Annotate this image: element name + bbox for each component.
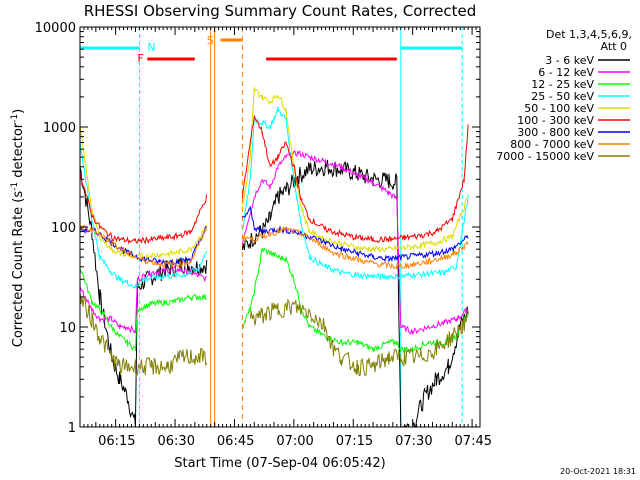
series-line-2 <box>79 247 469 354</box>
series-lines <box>79 87 469 428</box>
y-tick-label: 1 <box>68 421 76 436</box>
x-tick-label: 07:45 <box>455 434 492 449</box>
legend-label-7: 800 - 7000 keV <box>510 138 594 151</box>
y-tick-label: 1000 <box>43 121 76 136</box>
legend-label-1: 6 - 12 keV <box>538 66 594 79</box>
series-line-1 <box>79 149 469 335</box>
series-line-5 <box>79 115 469 245</box>
series-line-4 <box>79 87 469 260</box>
series-line-8 <box>79 292 469 377</box>
legend-label-8: 7000 - 15000 keV <box>496 150 594 163</box>
marker-f: F <box>137 52 143 65</box>
chart-title: RHESSI Observing Summary Count Rates, Co… <box>84 2 477 20</box>
y-tick-label: 100 <box>51 221 76 236</box>
x-tick-label: 07:15 <box>336 434 373 449</box>
x-tick-label: 07:30 <box>395 434 432 449</box>
y-tick-label: 10 <box>59 321 76 336</box>
y-tick-label: 10000 <box>35 21 76 36</box>
y-axis-label: Corrected Count Rate (s-1 detector-1) <box>10 109 26 347</box>
legend-header-1: Det 1,3,4,5,6,9, <box>546 28 632 41</box>
legend-label-5: 100 - 300 keV <box>517 114 594 127</box>
series-line-3 <box>79 106 469 289</box>
legend-label-4: 50 - 100 keV <box>524 102 594 115</box>
timestamp: 20-Oct-2021 18:31 <box>560 467 636 476</box>
legend-label-2: 12 - 25 keV <box>531 78 594 91</box>
x-tick-label: 07:00 <box>276 434 313 449</box>
x-tick-label: 06:30 <box>158 434 195 449</box>
legend-label-0: 3 - 6 keV <box>545 54 594 67</box>
x-tick-label: 06:15 <box>98 434 135 449</box>
x-tick-label: 06:45 <box>217 434 254 449</box>
x-axis-label: Start Time (07-Sep-04 06:05:42) <box>174 456 385 471</box>
overlays: NF S <box>79 27 463 427</box>
series-line-0 <box>79 159 469 428</box>
legend-header-2: Att 0 <box>601 40 627 53</box>
marker-n: N <box>147 41 155 54</box>
marker-s: S <box>207 34 214 47</box>
legend-label-3: 25 - 50 keV <box>531 90 594 103</box>
legend-label-6: 300 - 800 keV <box>517 126 594 139</box>
series-line-7 <box>79 224 469 271</box>
axes: 1 10 100 1000 10000 06:15 06:30 06:45 07:00 07:15… <box>35 21 492 449</box>
